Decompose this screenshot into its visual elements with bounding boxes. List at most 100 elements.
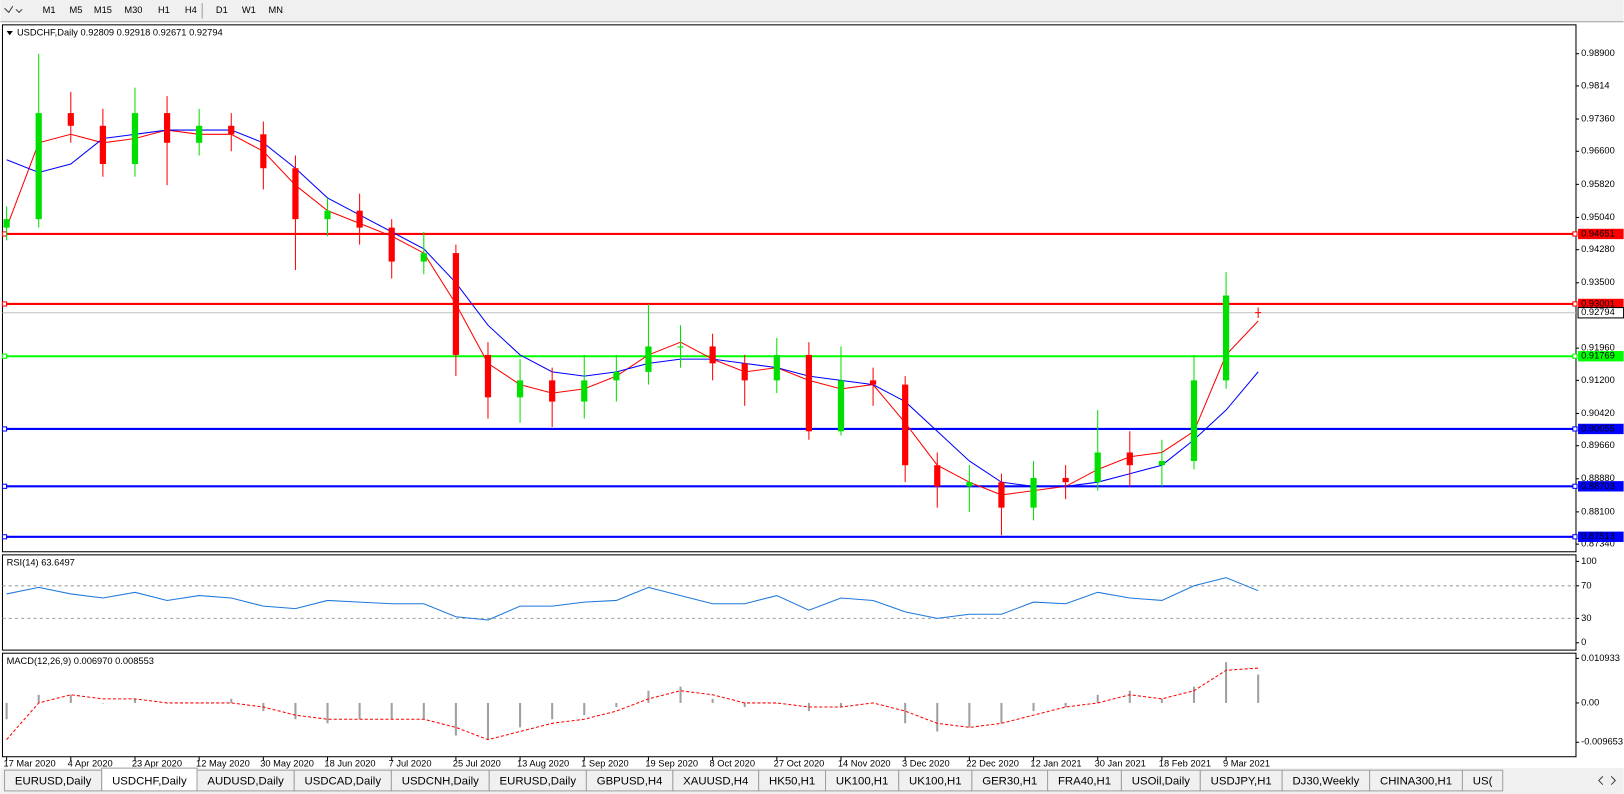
chart-tab[interactable]: USOil,Daily bbox=[1120, 769, 1201, 792]
tab-label[interactable]: XAUUSD,H4 bbox=[683, 776, 748, 788]
chart-tab[interactable]: XAUUSD,H4 bbox=[672, 769, 760, 792]
timeframe-button[interactable]: M1 bbox=[43, 5, 56, 15]
pane-menu-arrow[interactable] bbox=[6, 31, 13, 36]
timeframe-label[interactable]: M30 bbox=[124, 5, 142, 15]
chart-tab[interactable]: USDCHF,Daily bbox=[101, 767, 198, 792]
timeframe-button[interactable]: D1 bbox=[216, 5, 228, 15]
tab-label[interactable]: GER30,H1 bbox=[982, 776, 1037, 788]
y-tick-label: 0.88880 bbox=[1581, 473, 1615, 483]
tab-label[interactable]: HK50,H1 bbox=[769, 776, 815, 788]
timeframe-label[interactable]: M15 bbox=[94, 5, 112, 15]
chart-tab[interactable]: UK100,H1 bbox=[898, 769, 973, 792]
y-tick-label: 0.95040 bbox=[1581, 212, 1615, 222]
timeframe-label[interactable]: MN bbox=[268, 5, 282, 15]
chart-tab[interactable]: AUDUSD,Daily bbox=[196, 769, 295, 792]
chart-tab[interactable]: DJ30,Weekly bbox=[1281, 769, 1371, 792]
tab-label[interactable]: DJ30,Weekly bbox=[1292, 776, 1359, 788]
chart-tab[interactable]: EURUSD,Daily bbox=[488, 769, 587, 792]
chart-tab[interactable]: GBPUSD,H4 bbox=[585, 769, 674, 792]
tab-label[interactable]: USDCAD,Daily bbox=[305, 776, 382, 788]
candle-body bbox=[869, 380, 877, 385]
y-tick-label: 70 bbox=[1581, 580, 1591, 590]
histogram-bar bbox=[904, 702, 907, 724]
tab-label[interactable]: US( bbox=[1473, 776, 1493, 788]
chart-tab[interactable]: GER30,H1 bbox=[971, 769, 1049, 792]
y-tick-label: 100 bbox=[1581, 556, 1597, 566]
candle-body bbox=[1190, 380, 1198, 461]
candle-body bbox=[196, 125, 203, 143]
candle-body bbox=[837, 380, 845, 432]
tab-label[interactable]: USDCNH,Daily bbox=[402, 776, 479, 788]
timeframe-button[interactable]: M15 bbox=[94, 5, 112, 15]
tab-label[interactable]: FRA40,H1 bbox=[1058, 776, 1111, 788]
timeframe-label[interactable]: H4 bbox=[185, 5, 197, 15]
y-tick-label: 0.87340 bbox=[1581, 539, 1615, 549]
tab-label[interactable]: EURUSD,Daily bbox=[500, 776, 577, 788]
chart-tab[interactable]: USDCNH,Daily bbox=[390, 769, 490, 792]
tab-label[interactable]: GBPUSD,H4 bbox=[597, 776, 663, 788]
x-tick-label: 18 Feb 2021 bbox=[1159, 758, 1211, 768]
chart-tab[interactable]: FRA40,H1 bbox=[1047, 769, 1122, 792]
chart-tab[interactable]: HK50,H1 bbox=[758, 769, 827, 792]
tab-label[interactable]: CHINA300,H1 bbox=[1380, 776, 1452, 788]
level-anchor[interactable] bbox=[1, 353, 8, 359]
toolbar-icon[interactable] bbox=[4, 5, 23, 14]
tab-label[interactable]: EURUSD,Daily bbox=[15, 776, 92, 788]
level-anchor[interactable] bbox=[1572, 426, 1578, 432]
candle-body bbox=[613, 371, 620, 381]
histogram-bar bbox=[37, 694, 40, 703]
x-tick-label: 19 Sep 2020 bbox=[645, 758, 698, 768]
tab-label[interactable]: USDCHF,Daily bbox=[112, 776, 187, 788]
chart-tab[interactable]: USDJPY,H1 bbox=[1199, 769, 1283, 792]
chart-tab[interactable]: US( bbox=[1461, 769, 1504, 792]
timeframe-button[interactable]: H1 bbox=[158, 5, 170, 15]
chart-tab[interactable]: USDCAD,Daily bbox=[293, 769, 392, 792]
timeframe-label[interactable]: H1 bbox=[158, 5, 170, 15]
tab-label[interactable]: UK100,H1 bbox=[836, 776, 888, 788]
level-anchor[interactable] bbox=[1, 426, 8, 432]
tab-label[interactable]: AUDUSD,Daily bbox=[207, 776, 284, 788]
price-pane bbox=[1, 24, 1577, 553]
tab-background[interactable] bbox=[1461, 769, 1504, 792]
candle-body bbox=[1158, 460, 1166, 466]
timeframe-button[interactable]: MN bbox=[268, 5, 282, 15]
timeframe-button[interactable]: M30 bbox=[124, 5, 142, 15]
chart-tab[interactable]: UK100,H1 bbox=[825, 769, 900, 792]
timeframe-button[interactable]: M5 bbox=[70, 5, 83, 15]
level-anchor[interactable] bbox=[1, 534, 8, 540]
candle-body bbox=[1030, 477, 1037, 508]
level-anchor[interactable] bbox=[1, 231, 8, 237]
indicator-title: RSI(14) 63.6497 bbox=[7, 558, 75, 568]
tab-label[interactable]: USDJPY,H1 bbox=[1211, 776, 1272, 788]
level-anchor[interactable] bbox=[1, 301, 8, 307]
timeframe-button[interactable]: W1 bbox=[242, 5, 256, 15]
level-anchor[interactable] bbox=[1572, 301, 1578, 307]
level-label-box bbox=[1578, 351, 1624, 362]
histogram-bar bbox=[1064, 702, 1067, 708]
tab-label[interactable]: USOil,Daily bbox=[1132, 776, 1190, 788]
level-anchor[interactable] bbox=[1572, 231, 1578, 237]
timeframe-label[interactable]: M5 bbox=[70, 5, 83, 15]
level-anchor[interactable] bbox=[1572, 353, 1578, 359]
timeframe-label[interactable]: D1 bbox=[216, 5, 228, 15]
x-tick-label: 30 Jan 2021 bbox=[1095, 758, 1146, 768]
y-tick-label: 0.010933 bbox=[1581, 653, 1620, 663]
level-anchor[interactable] bbox=[1572, 534, 1578, 540]
histogram-bar bbox=[1000, 702, 1003, 724]
histogram-bar bbox=[1096, 694, 1099, 703]
chart-tab[interactable]: CHINA300,H1 bbox=[1369, 769, 1463, 792]
level-anchor[interactable] bbox=[1, 483, 8, 489]
timeframe-label[interactable]: W1 bbox=[242, 5, 256, 15]
tab-scroll[interactable] bbox=[1598, 776, 1617, 786]
candle-body bbox=[805, 354, 812, 432]
candle-body bbox=[260, 134, 267, 169]
x-tick-label: 18 Jun 2020 bbox=[324, 758, 375, 768]
histogram-bar bbox=[583, 702, 586, 716]
chart-tab[interactable]: EURUSD,Daily bbox=[4, 769, 103, 792]
timeframe-button[interactable]: H4 bbox=[185, 5, 197, 15]
tab-label[interactable]: UK100,H1 bbox=[909, 776, 961, 788]
timeframe-label[interactable]: M1 bbox=[43, 5, 56, 15]
y-tick-label: 0.91960 bbox=[1581, 343, 1615, 353]
level-anchor[interactable] bbox=[1572, 483, 1578, 489]
candle-body bbox=[1222, 295, 1230, 381]
